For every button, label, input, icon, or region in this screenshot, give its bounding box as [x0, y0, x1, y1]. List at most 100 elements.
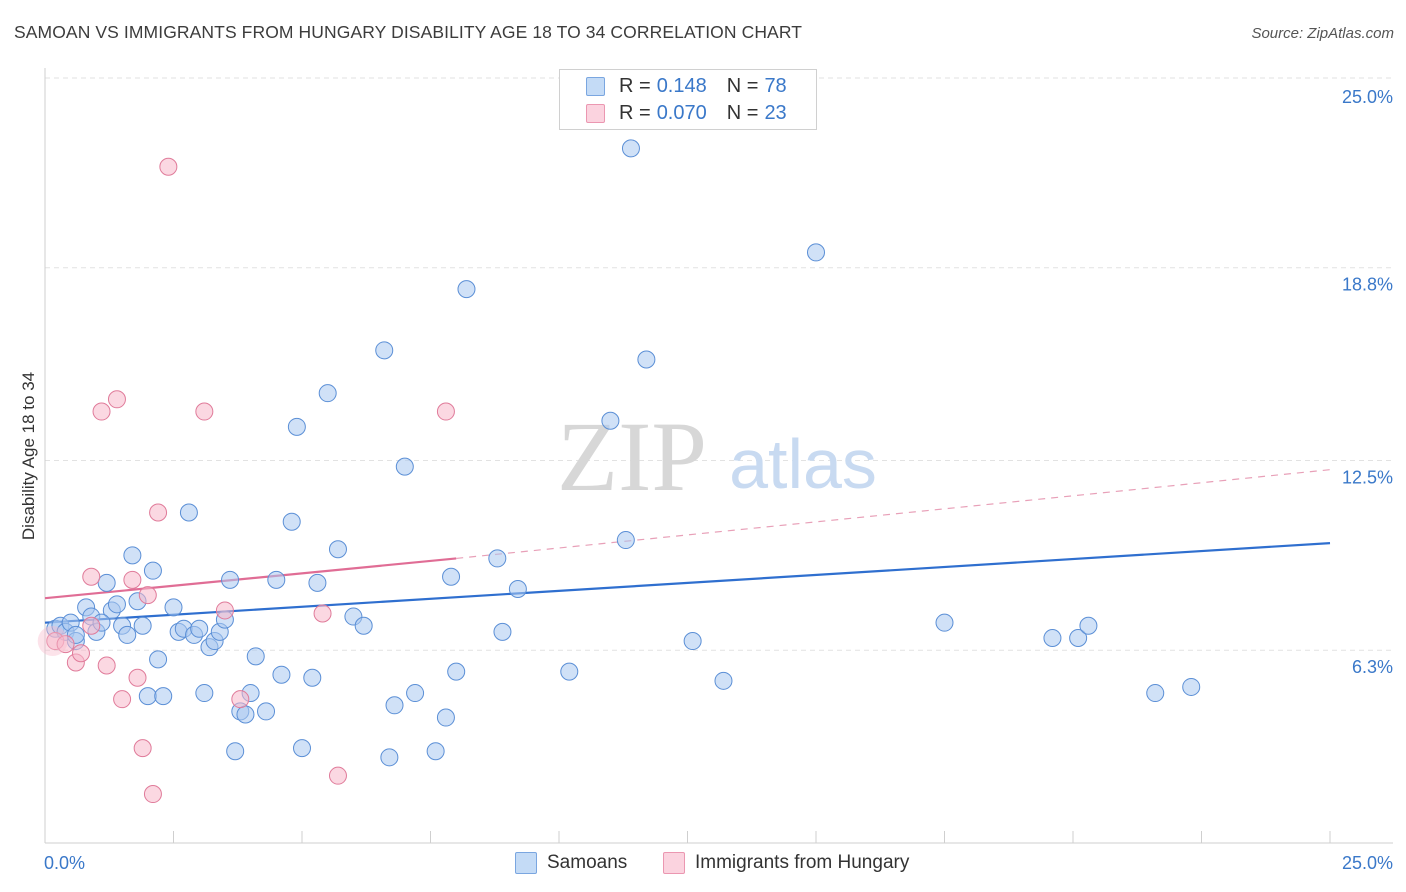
legend-r-label: R = — [619, 101, 651, 124]
point-samoan — [282, 512, 301, 531]
x-tick-label: 0.0% — [44, 853, 85, 873]
point-samoan — [118, 625, 137, 644]
point-samoan — [426, 742, 445, 761]
x-tick-label: 25.0% — [1342, 853, 1393, 873]
point-samoan — [107, 595, 126, 614]
point-samoan — [354, 616, 373, 635]
point-samoan — [457, 280, 476, 299]
point-samoan — [303, 668, 322, 687]
point-samoan — [154, 687, 173, 706]
point-samoan — [257, 702, 276, 721]
legend-row-samoans: R = 0.148 N = 78 — [586, 74, 787, 98]
legend-row-hungary: R = 0.070 N = 23 — [586, 101, 787, 125]
point-samoan — [375, 341, 394, 360]
point-samoan — [272, 665, 291, 684]
point-hungary — [138, 586, 157, 605]
watermark: ZIP atlas — [557, 401, 877, 512]
point-samoan — [1043, 628, 1062, 647]
y-tick-label: 6.3% — [1352, 657, 1393, 677]
point-hungary — [82, 567, 101, 586]
trend-layer — [44, 469, 1331, 624]
point-samoan — [149, 650, 168, 669]
point-hungary — [71, 644, 90, 663]
trend-line-samoans — [44, 542, 1331, 624]
point-samoan — [807, 243, 825, 262]
point-samoan — [935, 613, 954, 632]
trend-line-hungary — [44, 557, 457, 600]
bottom-legend-swatch-samoans — [515, 852, 537, 874]
point-samoan — [179, 503, 198, 522]
points-layer — [37, 139, 1201, 804]
label-layer: 6.3% 12.5% 18.8% 25.0% 0.0% 25.0% Disability A… — [19, 87, 1393, 873]
axis-layer — [44, 68, 1393, 844]
point-samoan — [621, 139, 640, 158]
point-samoan — [1182, 677, 1201, 696]
point-hungary — [215, 601, 234, 620]
point-hungary — [107, 390, 126, 409]
point-samoan — [1146, 684, 1165, 703]
point-hungary — [143, 785, 162, 804]
chart-title: SAMOAN VS IMMIGRANTS FROM HUNGARY DISABI… — [14, 22, 803, 42]
point-hungary — [97, 656, 116, 675]
grid-layer — [45, 77, 1392, 651]
point-samoan — [143, 561, 162, 580]
point-samoan — [221, 570, 240, 589]
legend-swatch-hungary — [586, 103, 605, 123]
point-samoan — [133, 616, 152, 635]
point-hungary — [56, 635, 75, 654]
point-hungary — [123, 570, 142, 589]
point-samoan — [1069, 628, 1088, 647]
legend-n-value: 78 — [764, 74, 787, 97]
point-samoan — [601, 411, 620, 430]
point-samoan — [246, 647, 265, 666]
point-samoan — [488, 549, 507, 568]
point-samoan — [236, 705, 255, 724]
point-samoan — [97, 573, 116, 592]
point-samoan — [226, 742, 245, 761]
point-samoan — [447, 662, 466, 681]
point-hungary — [195, 402, 214, 421]
point-samoan — [493, 622, 512, 641]
point-samoan — [267, 570, 286, 589]
point-samoan — [293, 739, 311, 758]
y-tick-label: 18.8% — [1342, 275, 1393, 295]
bottom-legend-samoans: Samoans — [515, 852, 627, 874]
trend-line-hungary-extension — [456, 469, 1331, 560]
point-samoan — [560, 662, 579, 681]
point-hungary — [82, 616, 101, 635]
bottom-legend-hungary: Immigrants from Hungary — [663, 852, 909, 874]
point-samoan — [138, 687, 157, 706]
point-hungary — [113, 690, 132, 709]
legend-n-value: 23 — [764, 101, 787, 124]
y-tick-label: 12.5% — [1342, 468, 1393, 488]
point-samoan — [190, 619, 209, 638]
point-hungary — [436, 402, 455, 421]
bottom-legend-label-samoans: Samoans — [547, 852, 628, 873]
legend-n-label: N = — [726, 74, 759, 97]
point-samoan — [683, 632, 702, 651]
point-samoan — [436, 708, 455, 727]
point-samoan — [123, 546, 142, 565]
legend-r-value: 0.070 — [656, 101, 707, 124]
point-samoan — [714, 671, 733, 690]
point-hungary — [92, 402, 111, 421]
point-hungary — [313, 604, 332, 623]
point-samoan — [406, 684, 425, 703]
legend-n-label: N = — [726, 101, 759, 124]
source-label: Source: ZipAtlas.com — [1251, 25, 1394, 42]
y-axis-label: Disability Age 18 to 34 — [19, 372, 38, 540]
point-samoan — [195, 684, 214, 703]
point-samoan — [164, 598, 183, 617]
point-samoan — [508, 580, 527, 599]
point-samoan — [318, 384, 337, 403]
point-samoan — [395, 457, 414, 476]
y-tick-label: 25.0% — [1342, 87, 1393, 107]
legend-r-label: R = — [619, 74, 651, 97]
watermark-zip: ZIP — [557, 401, 707, 512]
point-samoan — [1079, 616, 1098, 635]
point-hungary — [159, 157, 178, 176]
point-samoan — [328, 540, 347, 559]
point-samoan — [308, 573, 327, 592]
point-samoan — [616, 531, 635, 550]
